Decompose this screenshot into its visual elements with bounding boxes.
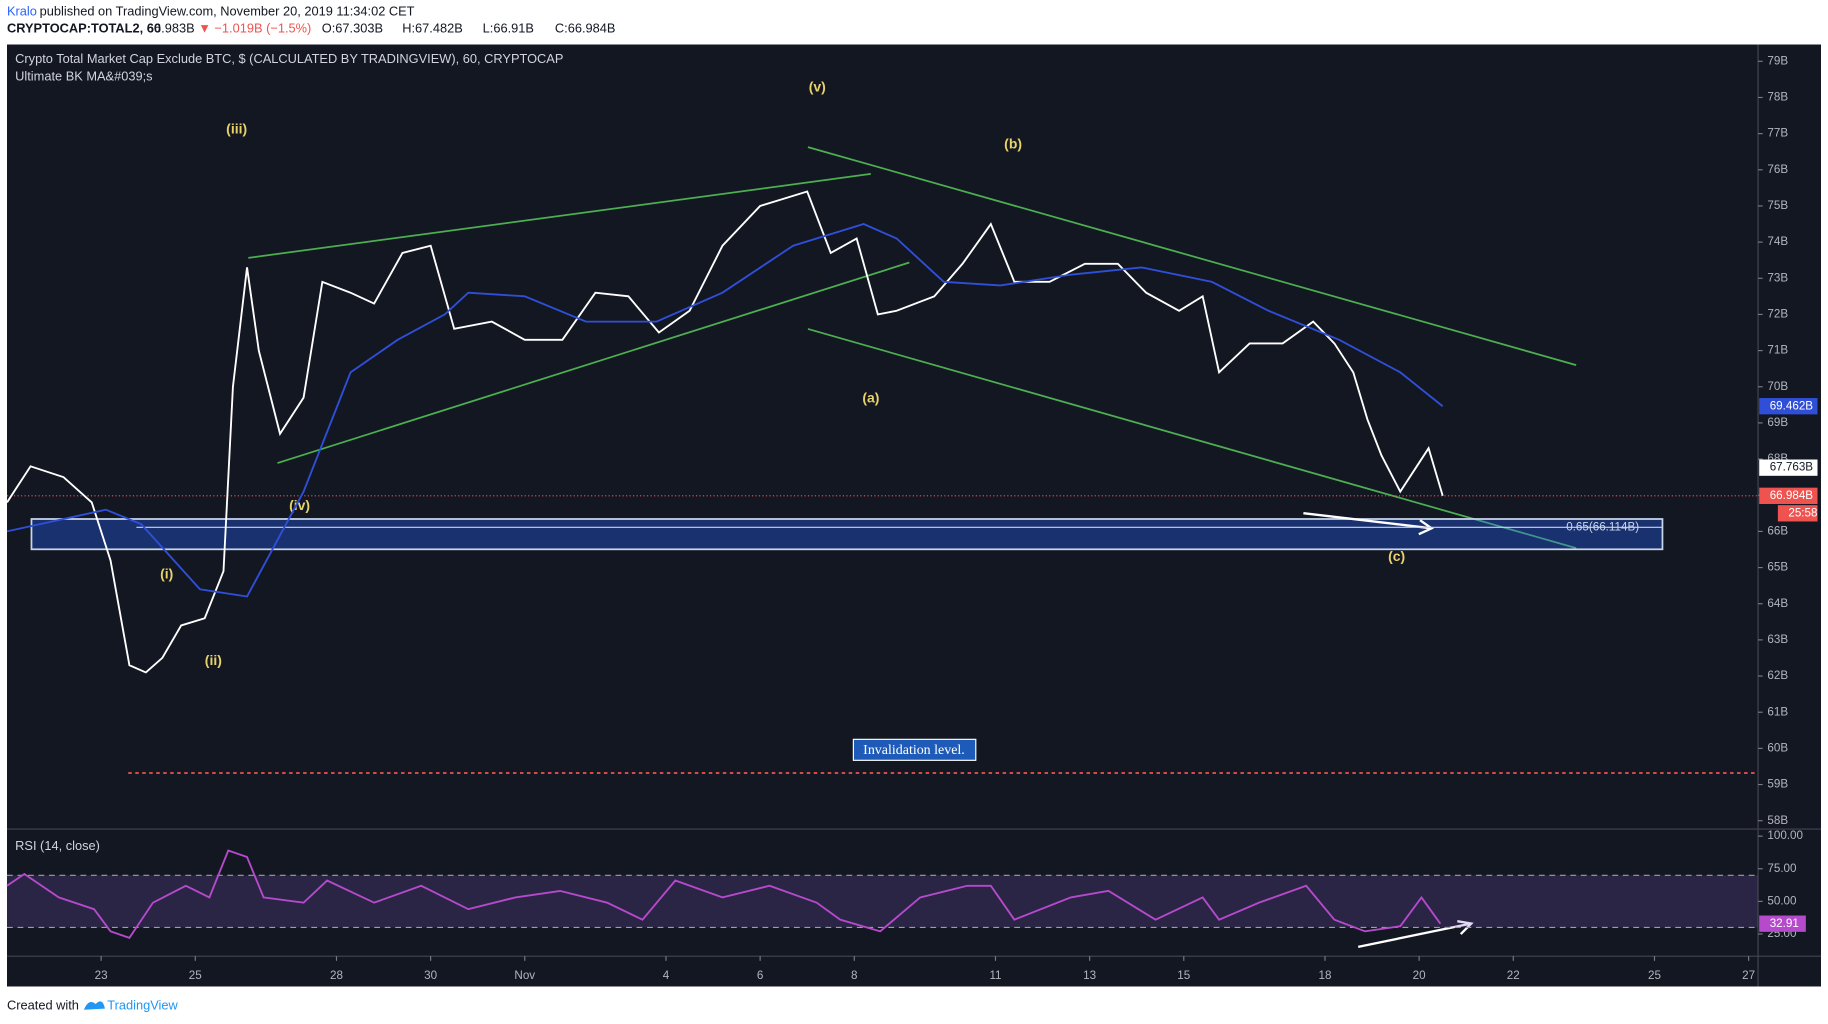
last: 66.983B	[147, 21, 195, 36]
trendline	[807, 328, 1577, 549]
price-label-box	[1759, 487, 1818, 504]
y-tick-label: 72B	[1767, 308, 1788, 321]
series-line	[6, 190, 1444, 674]
x-tick-label: 22	[1507, 969, 1520, 982]
fib-label: 0.65(66.114B)	[1566, 520, 1639, 533]
rsi-value-box	[1759, 915, 1806, 932]
footer-brand[interactable]: TradingView	[107, 998, 178, 1013]
price-label-box	[1759, 398, 1818, 415]
x-tick-label: 8	[851, 969, 857, 982]
x-tick-label: 4	[663, 969, 670, 982]
x-tick-label: 13	[1083, 969, 1096, 982]
y-tick-label: 77B	[1767, 127, 1788, 140]
price-label: 66.984B	[1770, 489, 1814, 502]
symbol: CRYPTOCAP:TOTAL2, 60	[7, 21, 161, 36]
change: ▼ −1.019B (−1.5%)	[198, 21, 311, 36]
x-tick-label: 11	[989, 969, 1001, 982]
trendline	[248, 173, 871, 259]
y-tick-label: 62B	[1767, 669, 1788, 682]
x-tick-label: 28	[330, 969, 343, 982]
wave-label: (a)	[862, 390, 879, 406]
footer-text: Created with	[7, 998, 79, 1013]
x-tick-label: 15	[1177, 969, 1190, 982]
rsi-title: RSI (14, close)	[15, 838, 100, 853]
x-tick-label: Nov	[514, 969, 535, 982]
y-tick-label: 100.00	[1767, 829, 1803, 842]
countdown: 25:58	[1788, 506, 1817, 519]
y-tick-label: 71B	[1767, 344, 1788, 357]
arrow	[1303, 512, 1434, 536]
x-tick-label: 23	[95, 969, 108, 982]
author[interactable]: Kralo	[7, 3, 37, 18]
y-tick-label: 63B	[1767, 633, 1788, 646]
y-tick-label: 75.00	[1767, 862, 1797, 875]
price-label-box	[1759, 459, 1818, 476]
y-tick-label: 73B	[1767, 271, 1788, 284]
published: published on TradingView.com, November 2…	[40, 3, 415, 18]
countdown-box	[1777, 505, 1818, 522]
ohlc: C:66.984B	[555, 21, 616, 36]
y-tick-label: 78B	[1767, 91, 1788, 104]
y-tick-label: 58B	[1767, 814, 1788, 827]
rsi-band	[6, 875, 1759, 928]
y-tick-label: 65B	[1767, 561, 1788, 574]
x-tick-label: 27	[1742, 969, 1755, 982]
y-tick-label: 66B	[1767, 524, 1788, 537]
wave-label: (b)	[1004, 135, 1022, 151]
ohlc: O:67.303B	[322, 21, 383, 36]
price-label: 69.462B	[1770, 399, 1814, 412]
y-tick-label: 76B	[1767, 163, 1788, 176]
marks: 58B59B60B61B62B63B64B65B66B67B68B69B70B7…	[6, 54, 1818, 982]
trendline	[807, 146, 1577, 366]
fib-zone	[30, 518, 1664, 551]
y-tick-label: 59B	[1767, 778, 1788, 791]
chart-area	[6, 44, 1822, 987]
y-tick-label: 74B	[1767, 235, 1788, 248]
trendline	[277, 261, 910, 464]
y-tick-label: 79B	[1767, 54, 1788, 67]
x-tick-label: 25	[1648, 969, 1661, 982]
invalidation-box	[852, 738, 977, 761]
y-tick-label: 61B	[1767, 705, 1788, 718]
invalidation-label: Invalidation level.	[863, 743, 965, 758]
y-tick-label: 70B	[1767, 380, 1788, 393]
y-tick-label: 50.00	[1767, 894, 1797, 907]
logo	[83, 1001, 105, 1010]
price-label: 67.763B	[1770, 461, 1814, 474]
wave-label: (i)	[160, 566, 173, 582]
wave-label: (iii)	[226, 120, 247, 136]
arrow	[1357, 920, 1474, 948]
x-tick-label: 25	[189, 969, 202, 982]
y-tick-label: 75B	[1767, 199, 1788, 212]
rsi-value-label: 32.91	[1770, 917, 1799, 930]
ohlc: L:66.91B	[483, 21, 534, 36]
x-tick-label: 30	[424, 969, 437, 982]
ohlc: H:67.482B	[402, 21, 463, 36]
chart-title: Crypto Total Market Cap Exclude BTC, $ (…	[15, 51, 563, 66]
wave-label: (v)	[809, 78, 826, 94]
trendlines	[248, 146, 1577, 549]
series-line	[6, 849, 1442, 939]
wave-label: (c)	[1388, 548, 1405, 564]
x-tick-label: 18	[1319, 969, 1332, 982]
y-tick-label: 60B	[1767, 741, 1788, 754]
y-tick-label: 69B	[1767, 416, 1788, 429]
wave-label: (ii)	[205, 652, 222, 668]
series-line	[6, 223, 1444, 598]
x-tick-label: 20	[1413, 969, 1426, 982]
y-tick-label: 64B	[1767, 597, 1788, 610]
indicator-title: Ultimate BK MA&#039;s	[15, 69, 152, 84]
x-tick-label: 6	[757, 969, 763, 982]
